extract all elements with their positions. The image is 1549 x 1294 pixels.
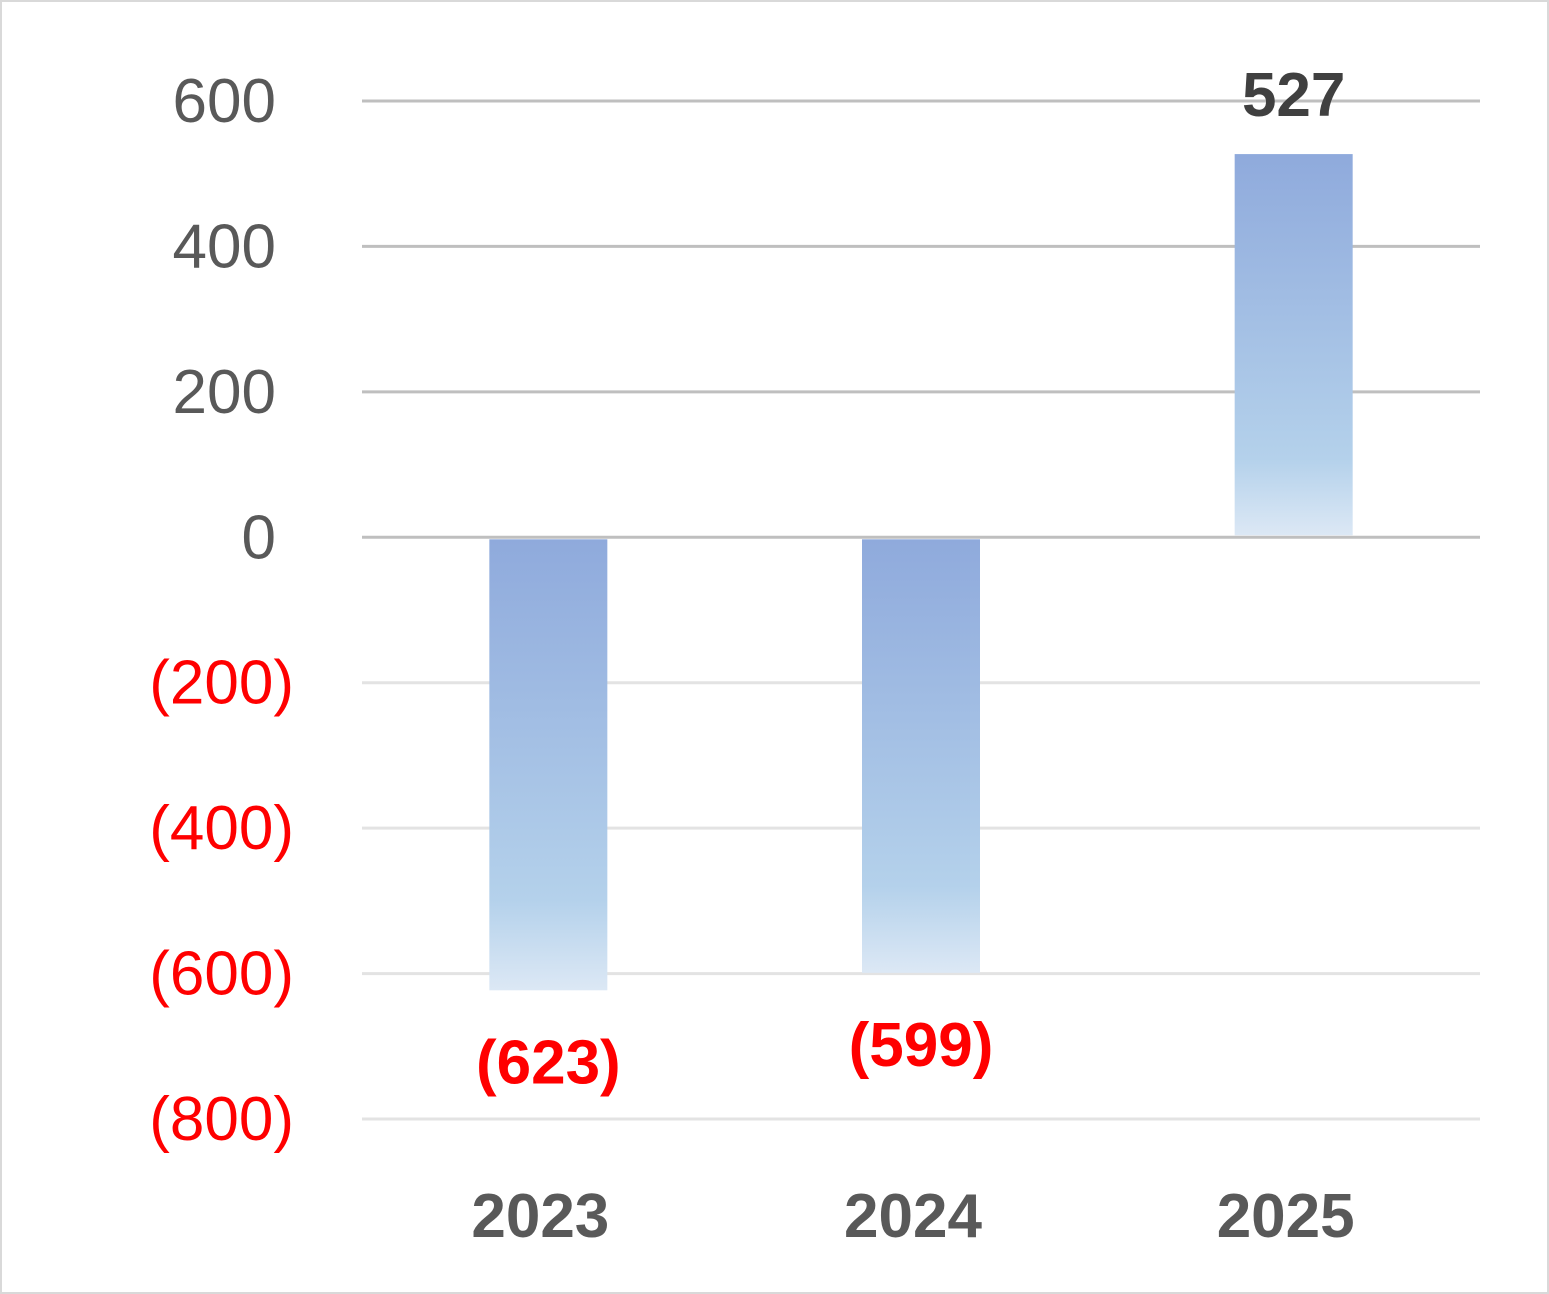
y-tick-label: (200) xyxy=(149,649,294,718)
bars xyxy=(489,154,1353,991)
y-tick-label: 0 xyxy=(242,503,276,572)
data-labels: (623) (599) 527 xyxy=(476,61,1345,1097)
y-axis-tick-labels: 600 400 200 0 (200) (400) (600) (800) xyxy=(149,67,294,1154)
y-tick-label: (600) xyxy=(149,940,294,1009)
bar-2024 xyxy=(862,539,980,973)
bar-2023 xyxy=(489,539,608,991)
bar-2025 xyxy=(1234,154,1353,536)
x-axis-tick-labels: 2023 2024 2025 xyxy=(471,1182,1354,1251)
y-tick-label: (400) xyxy=(149,794,294,863)
x-tick-label-2025: 2025 xyxy=(1217,1182,1355,1251)
y-tick-label: 200 xyxy=(173,358,276,427)
y-tick-label: 600 xyxy=(173,67,276,136)
y-tick-label: 400 xyxy=(173,212,276,281)
data-label-2024: (599) xyxy=(849,1011,994,1080)
data-label-2025: 527 xyxy=(1242,61,1345,130)
x-tick-label-2023: 2023 xyxy=(471,1182,609,1251)
y-tick-label: (800) xyxy=(149,1085,294,1154)
x-tick-label-2024: 2024 xyxy=(844,1182,982,1251)
data-label-2023: (623) xyxy=(476,1028,621,1097)
